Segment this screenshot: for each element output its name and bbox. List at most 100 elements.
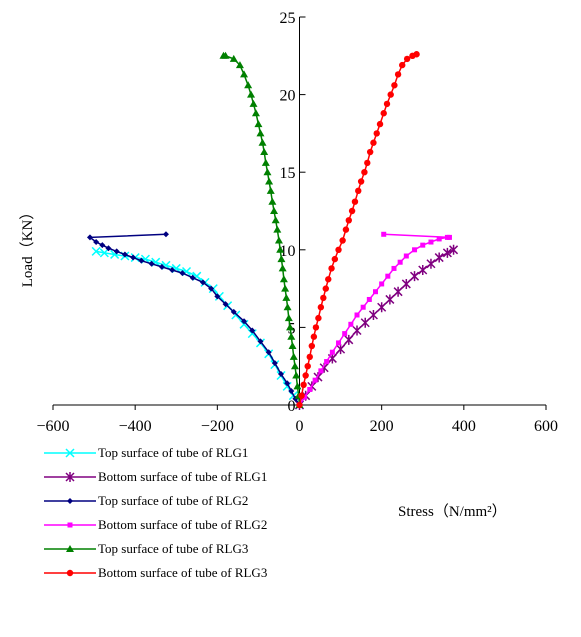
legend-item: Bottom surface of tube of RLG2 bbox=[44, 517, 267, 532]
data-point bbox=[199, 279, 206, 286]
series-6 bbox=[296, 51, 420, 409]
data-point bbox=[99, 242, 106, 249]
data-point bbox=[121, 251, 128, 258]
data-point bbox=[254, 120, 263, 128]
data-point bbox=[258, 138, 267, 146]
data-point bbox=[138, 257, 145, 264]
data-point bbox=[393, 286, 403, 297]
series-layer bbox=[86, 51, 459, 410]
data-point bbox=[296, 401, 303, 409]
data-point bbox=[288, 342, 297, 350]
data-point bbox=[293, 382, 302, 390]
data-point bbox=[366, 296, 372, 302]
data-point bbox=[324, 359, 330, 365]
legend-marker bbox=[67, 522, 73, 528]
data-point bbox=[286, 323, 295, 331]
x-tick-label: 200 bbox=[370, 418, 394, 435]
data-point bbox=[348, 321, 354, 327]
data-point bbox=[235, 61, 244, 69]
data-point bbox=[391, 82, 398, 89]
data-point bbox=[256, 129, 265, 137]
data-point bbox=[277, 255, 286, 263]
data-point bbox=[397, 259, 403, 265]
legend-item: Top surface of tube of RLG1 bbox=[44, 445, 248, 460]
data-point bbox=[345, 217, 352, 224]
series-line bbox=[298, 249, 454, 406]
data-point bbox=[442, 247, 452, 258]
data-point bbox=[282, 293, 291, 301]
series-line bbox=[298, 53, 417, 406]
data-point bbox=[222, 301, 229, 308]
y-axis-title: Load（KN） bbox=[19, 205, 36, 288]
data-point bbox=[274, 236, 283, 244]
x-tick-label: −200 bbox=[201, 418, 234, 435]
data-point bbox=[273, 225, 282, 233]
data-point bbox=[169, 266, 176, 273]
data-point bbox=[339, 237, 346, 244]
series-3 bbox=[86, 231, 303, 408]
data-point bbox=[278, 370, 285, 377]
legend-item: Bottom surface of tube of RLG3 bbox=[44, 565, 267, 580]
data-point bbox=[91, 246, 101, 256]
y-tick-label: 0 bbox=[288, 398, 296, 415]
data-point bbox=[315, 314, 322, 322]
legend-label: Bottom surface of tube of RLG1 bbox=[98, 469, 267, 484]
data-point bbox=[257, 338, 264, 345]
x-tick-label: −600 bbox=[36, 418, 69, 435]
data-point bbox=[322, 285, 329, 292]
data-point bbox=[327, 353, 337, 364]
data-point bbox=[352, 325, 362, 336]
legend: Top surface of tube of RLG1 Bottom surfac… bbox=[44, 445, 267, 580]
data-point bbox=[130, 254, 137, 261]
legend-marker bbox=[66, 545, 74, 552]
data-point bbox=[357, 178, 365, 185]
data-point bbox=[276, 245, 285, 253]
data-point bbox=[379, 281, 385, 287]
data-point bbox=[260, 148, 269, 156]
data-point bbox=[278, 264, 287, 272]
data-point bbox=[289, 352, 298, 360]
data-point bbox=[219, 51, 228, 59]
y-tick-label: 25 bbox=[280, 10, 296, 27]
data-point bbox=[307, 386, 313, 392]
y-tick-label: 15 bbox=[280, 165, 296, 182]
x-axis-title: Stress（N/mm²） bbox=[398, 503, 507, 520]
y-axis-ticks: 0510152025 bbox=[280, 10, 306, 415]
data-point bbox=[381, 231, 387, 237]
data-point bbox=[426, 258, 436, 269]
data-point bbox=[354, 312, 360, 318]
data-point bbox=[261, 158, 270, 166]
data-point bbox=[300, 381, 307, 389]
data-point bbox=[361, 169, 368, 176]
legend-marker bbox=[65, 472, 75, 482]
data-point bbox=[247, 329, 257, 339]
data-point bbox=[279, 275, 288, 283]
data-point bbox=[158, 263, 165, 270]
data-point bbox=[284, 380, 291, 387]
data-point bbox=[312, 377, 318, 383]
data-point bbox=[230, 308, 237, 315]
data-point bbox=[270, 207, 279, 214]
series-1 bbox=[91, 246, 305, 410]
data-point bbox=[244, 81, 253, 89]
data-point bbox=[148, 260, 155, 267]
data-point bbox=[355, 187, 362, 195]
legend-item: Bottom surface of tube of RLG1 bbox=[44, 469, 267, 484]
data-point bbox=[329, 349, 335, 355]
data-point bbox=[288, 388, 295, 395]
data-point bbox=[325, 276, 332, 283]
series-4 bbox=[297, 231, 452, 408]
data-point bbox=[412, 247, 418, 253]
data-point bbox=[410, 271, 420, 282]
y-tick-label: 20 bbox=[280, 88, 296, 105]
data-point bbox=[239, 319, 249, 329]
data-point bbox=[179, 270, 186, 277]
series-line bbox=[223, 55, 301, 406]
data-point bbox=[99, 248, 109, 258]
data-point bbox=[214, 293, 221, 300]
data-point bbox=[265, 177, 274, 185]
data-point bbox=[342, 226, 350, 233]
data-point bbox=[351, 198, 359, 205]
legend-item: Top surface of tube of RLG3 bbox=[44, 541, 248, 556]
